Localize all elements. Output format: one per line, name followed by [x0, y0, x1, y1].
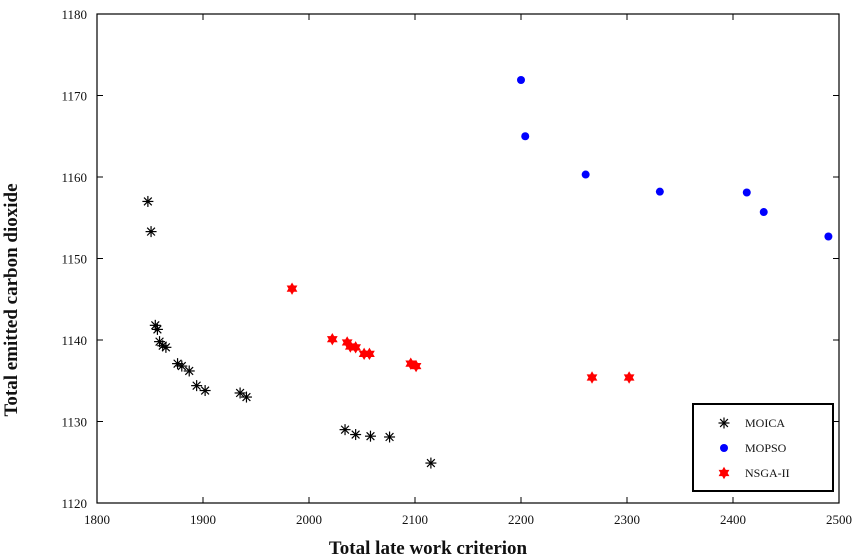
moica-point [240, 391, 252, 403]
moica-point [364, 430, 376, 442]
mopso-point [517, 76, 525, 85]
mopso-point [655, 187, 664, 196]
y-axis-title: Total emitted carbon dioxide [1, 183, 22, 416]
mopso-point [581, 170, 590, 179]
x-tick-label: 2200 [508, 512, 534, 527]
x-tick-label: 2100 [402, 512, 428, 527]
moica-point [183, 365, 195, 377]
moica-point [199, 385, 211, 397]
axis-ticks: 1800 1900 2000 2100 2200 2300 2400 2500 1120 1130… [61, 7, 852, 527]
x-tick-label: 1900 [190, 512, 216, 527]
legend-label-nsga-ii: NSGA-II [745, 466, 790, 480]
moica-point [151, 323, 163, 335]
mopso-point [759, 208, 768, 217]
y-tick-label: 1160 [61, 170, 87, 185]
mopso-point [521, 132, 530, 141]
legend-label-moica: MOICA [745, 416, 785, 430]
y-tick-label: 1170 [61, 89, 87, 104]
legend: MOICA MOPSO NSGA-II [692, 403, 834, 492]
y-tick-label: 1150 [61, 252, 87, 267]
y-tick-label: 1140 [61, 333, 87, 348]
moica-point [339, 424, 351, 436]
mopso-point [824, 232, 833, 241]
nsga-ii-point [410, 359, 422, 373]
legend-box [692, 403, 834, 492]
nsga-ii-point [350, 341, 362, 354]
x-axis-title: Total late work criterion [329, 538, 528, 559]
moica-point [191, 380, 203, 392]
legend-marker-mopso [720, 444, 728, 452]
x-tick-label: 2400 [720, 512, 746, 527]
x-tick-label: 2500 [826, 512, 852, 527]
mopso-point [742, 188, 751, 197]
y-tick-label: 1120 [61, 496, 87, 511]
moica-point [234, 387, 246, 399]
y-tick-label: 1180 [61, 7, 87, 22]
legend-marker-nsga-ii [718, 466, 730, 480]
nsga-ii-point [286, 282, 298, 295]
moica-point [425, 457, 437, 469]
data-points [142, 76, 833, 469]
x-tick-label: 1800 [84, 512, 110, 527]
moica-point [176, 360, 188, 372]
moica-point [157, 340, 169, 352]
moica-point [350, 429, 362, 441]
x-tick-label: 2000 [296, 512, 322, 527]
nsga-ii-point [586, 371, 598, 384]
x-tick-label: 2300 [614, 512, 640, 527]
moica-point [384, 431, 396, 443]
moica-point [142, 195, 154, 207]
legend-marker-moica [718, 417, 730, 429]
nsga-ii-point [364, 347, 375, 361]
nsga-ii-point [326, 332, 338, 346]
legend-label-mopso: MOPSO [745, 441, 787, 455]
nsga-ii-point [623, 371, 635, 384]
moica-point [160, 341, 172, 353]
moica-point [145, 226, 157, 238]
y-tick-label: 1130 [61, 415, 87, 430]
